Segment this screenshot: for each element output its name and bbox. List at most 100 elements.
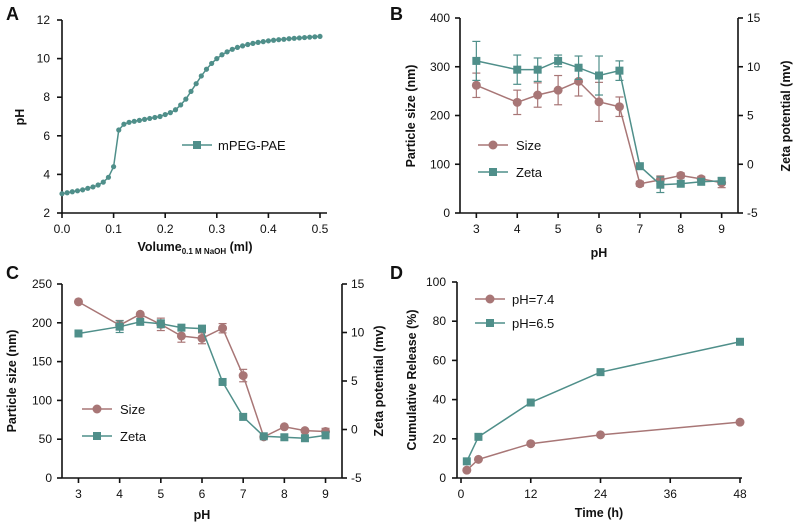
panel-a-data-point <box>157 113 163 120</box>
panel-b-size-point <box>635 179 645 189</box>
panel-c-zeta-point <box>321 431 330 440</box>
panel-d-y-tick-label: 40 <box>433 393 447 407</box>
panel-d-y-tick-label: 100 <box>426 275 446 289</box>
panel-d-ph65-point <box>596 368 605 377</box>
panel-c-x-tick-label: 7 <box>240 487 247 501</box>
panel-a-data-point <box>229 46 235 52</box>
panel-b-right-tick-label: 5 <box>747 109 754 123</box>
panel-a-data-point <box>183 96 189 102</box>
panel-b-zeta-point <box>554 56 563 65</box>
panel-a-data-point <box>317 33 323 40</box>
panel-c-x-tick-label: 3 <box>75 487 82 501</box>
panel-c-x-tick-label: 5 <box>157 487 164 501</box>
panel-a-data-point <box>255 39 261 45</box>
panel-b-left-label: Particle size (nm) <box>404 65 418 168</box>
panel-c-zeta-point <box>136 317 145 326</box>
panel-a-legend: mPEG-PAE <box>182 138 286 153</box>
panel-d-ph65-point <box>474 432 483 441</box>
panel-c-zeta-point <box>198 324 206 333</box>
panel-b-legend-zeta-label: Zeta <box>516 165 543 180</box>
panel-a-y-tick-label: 12 <box>37 13 51 27</box>
panel-a-data-point <box>80 187 86 193</box>
panel-b-zeta-point <box>472 56 481 65</box>
panel-a-y-label: pH <box>13 109 27 126</box>
panel-d-y-label: Cumulative Release (%) <box>405 309 419 450</box>
panel-b-x-tick-label: 9 <box>718 222 725 236</box>
panel-c-left-tick-label: 100 <box>32 393 52 407</box>
panel-a-x-tick-label: 0.2 <box>157 222 174 236</box>
panel-a-data-point <box>121 121 127 127</box>
panel-a-ticks: 0.0 0.1 0.2 0.3 0.4 0.5 2 4 6 8 10 12 <box>37 13 329 236</box>
panel-a-data-point <box>147 115 153 122</box>
panel-d-legend-ph65-label: pH=6.5 <box>512 316 554 331</box>
panel-c-size-point <box>238 371 248 381</box>
panel-d-legend-ph65-marker <box>486 319 494 327</box>
panel-a-data-point <box>136 117 142 123</box>
panel-c-right-tick-label: 10 <box>351 326 365 340</box>
panel-b-zeta-point <box>533 65 542 74</box>
panel-a-data-point <box>209 60 215 67</box>
panel-a-data-point <box>162 111 168 118</box>
panel-d-ph65-point <box>736 337 744 346</box>
panel-c-legend-size-marker <box>92 404 102 414</box>
panel-b-left-tick-label: 200 <box>430 109 450 123</box>
panel-b-zeta-point <box>635 162 644 171</box>
panel-c-legend-zeta-label: Zeta <box>120 429 147 444</box>
panel-d-ph65-point <box>462 457 471 466</box>
panel-d-ph74-line <box>466 421 741 471</box>
panel-c-ticks: 3 4 5 6 7 8 9 0 50 100 150 200 250 -5 0 5 10 15 <box>32 277 365 501</box>
panel-a-data-point <box>59 191 65 197</box>
panel-a-data-point <box>100 179 106 185</box>
panel-a-x-tick-label: 0.4 <box>260 222 277 236</box>
panel-c-legend-size-label: Size <box>120 402 145 417</box>
panel-c-right-tick-label: 5 <box>351 374 358 388</box>
panel-b-x-tick-label: 5 <box>555 222 562 236</box>
panel-b-legend-zeta-marker <box>489 168 497 176</box>
panel-d-ph74-point <box>596 430 605 440</box>
panel-b-letter: B <box>390 4 403 24</box>
panel-d-y-tick-label: 80 <box>433 314 447 328</box>
panel-d-x-tick-label: 0 <box>458 487 465 501</box>
panel-a-data-point <box>260 39 266 45</box>
panel-a-data-point <box>126 119 132 125</box>
panel-a-x-label-main: Volume <box>137 240 181 254</box>
panel-c-size-point <box>218 323 228 333</box>
panel-c-zeta-point <box>280 433 289 442</box>
panel-d-legend-ph74-label: pH=7.4 <box>512 292 554 307</box>
panel-b-x-label: pH <box>591 246 608 260</box>
panel-a-y-tick-label: 6 <box>43 129 50 143</box>
panel-c-zeta-point <box>218 377 227 386</box>
panel-d-legend-ph74-marker <box>485 294 495 304</box>
panel-a-data-point <box>64 190 70 196</box>
panel-a-x-label: Volume0.1 M NaOH (ml) <box>137 240 252 256</box>
panel-a-series-line <box>61 35 321 195</box>
panel-a-data-point <box>141 116 148 122</box>
panel-a-data-point <box>291 35 297 41</box>
panel-c-size-point <box>135 309 145 319</box>
panel-c-size-point <box>176 331 186 341</box>
panel-d-legend: pH=7.4 pH=6.5 <box>475 292 554 331</box>
panel-c-left-tick-label: 50 <box>39 432 53 446</box>
panel-d-x-tick-label: 12 <box>524 487 538 501</box>
panel-d-y-tick-label: 60 <box>433 353 447 367</box>
panel-d-plot <box>462 337 745 475</box>
panel-a-data-point <box>69 189 75 195</box>
panel-d-ph65-line <box>466 341 741 462</box>
panel-d-letter: D <box>390 263 403 283</box>
panel-b-legend-size-label: Size <box>516 138 541 153</box>
panel-a-y-tick-label: 4 <box>43 167 50 181</box>
panel-b-size-point <box>512 97 522 107</box>
panel-a-letter: A <box>6 4 19 24</box>
panel-b-zeta-point <box>676 179 685 188</box>
panel-c-x-tick-label: 9 <box>322 487 329 501</box>
panel-a-data-point <box>312 34 318 40</box>
panel-a-data-point <box>286 36 292 42</box>
panel-a-data-point <box>193 81 199 87</box>
panel-a-data-point <box>245 41 251 48</box>
panel-a-data-point <box>250 40 256 46</box>
panel-b-size-point <box>614 102 624 112</box>
panel-b-x-tick-label: 3 <box>473 222 480 236</box>
panel-c-chart: C 3 4 5 6 7 8 9 0 50 100 150 200 250 -5 0 5 10 15 Particl… <box>5 263 386 522</box>
panel-a-data-point <box>224 49 230 55</box>
panel-d-ph74-point <box>735 417 745 427</box>
